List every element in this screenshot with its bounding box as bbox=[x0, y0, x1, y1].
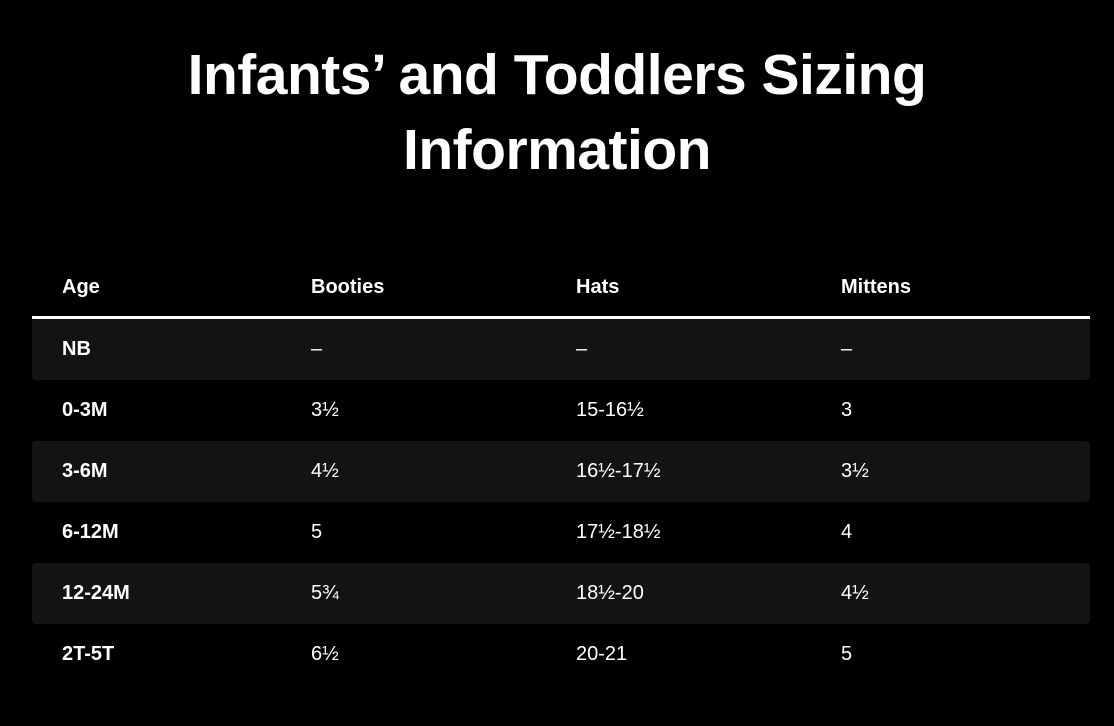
mittens-cell: 3½ bbox=[841, 460, 869, 482]
age-cell: 12-24M bbox=[62, 582, 130, 604]
booties-cell: – bbox=[311, 338, 323, 360]
mittens-cell: 4 bbox=[841, 521, 853, 543]
age-cell: 6-12M bbox=[62, 521, 119, 543]
booties-cell: 5 bbox=[311, 521, 323, 543]
age-cell: 0-3M bbox=[62, 399, 108, 421]
table-row: 0-3M 3½ 15-16½ 3 bbox=[32, 380, 1090, 441]
column-header-booties: Booties bbox=[311, 276, 385, 298]
page-title: Infants’ and Toddlers Sizing Information bbox=[187, 43, 927, 182]
table-row: 2T-5T 6½ 20-21 5 bbox=[32, 624, 1090, 685]
age-cell: 2T-5T bbox=[62, 643, 115, 665]
table-row: 12-24M 5¾ 18½-20 4½ bbox=[32, 563, 1090, 624]
hats-cell: 17½-18½ bbox=[576, 521, 661, 543]
column-header-age: Age bbox=[62, 276, 100, 298]
table-row: NB – – – bbox=[32, 319, 1090, 380]
hats-cell: – bbox=[576, 338, 588, 360]
booties-cell: 4½ bbox=[311, 460, 339, 482]
hats-cell: 15-16½ bbox=[576, 399, 644, 421]
table-row: 6-12M 5 17½-18½ 4 bbox=[32, 502, 1090, 563]
column-header-mittens: Mittens bbox=[841, 276, 911, 298]
hats-cell: 18½-20 bbox=[576, 582, 644, 604]
booties-cell: 5¾ bbox=[311, 582, 339, 604]
booties-cell: 3½ bbox=[311, 399, 339, 421]
booties-cell: 6½ bbox=[311, 643, 339, 665]
mittens-cell: 3 bbox=[841, 399, 853, 421]
age-cell: 3-6M bbox=[62, 460, 108, 482]
hats-cell: 16½-17½ bbox=[576, 460, 661, 482]
mittens-cell: 4½ bbox=[841, 582, 869, 604]
hats-cell: 20-21 bbox=[576, 643, 628, 665]
age-cell: NB bbox=[62, 338, 91, 360]
sizing-table: Age Booties Hats Mittens NB – – – 0-3M 3… bbox=[32, 259, 1090, 685]
mittens-cell: – bbox=[841, 338, 853, 360]
table-row: 3-6M 4½ 16½-17½ 3½ bbox=[32, 441, 1090, 502]
column-header-hats: Hats bbox=[576, 276, 620, 298]
mittens-cell: 5 bbox=[841, 643, 853, 665]
table-header-row: Age Booties Hats Mittens bbox=[32, 259, 1090, 319]
